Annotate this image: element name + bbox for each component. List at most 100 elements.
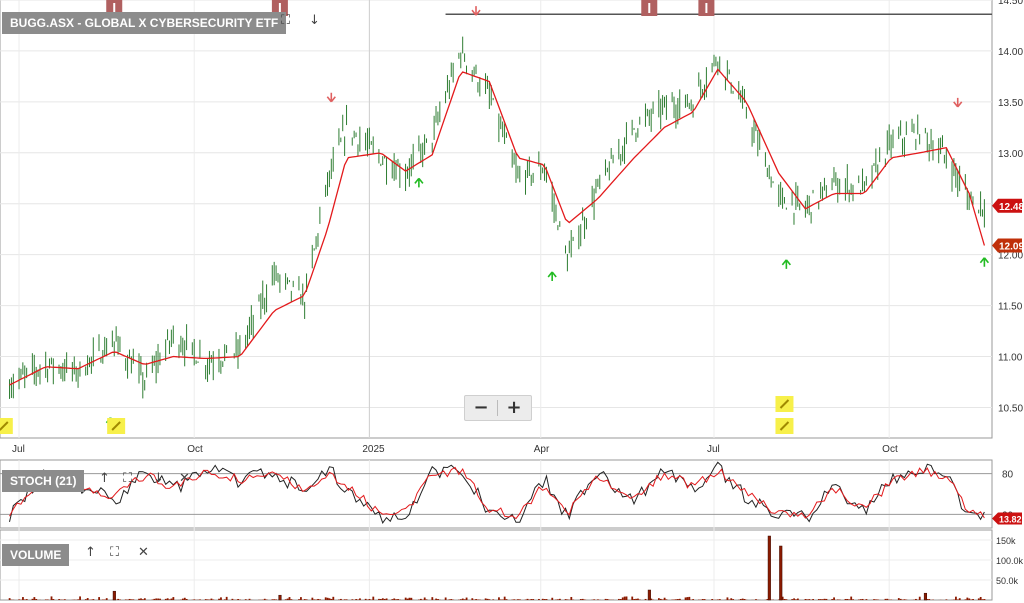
volume-bar: [677, 599, 679, 600]
volume-bar: [657, 598, 660, 600]
y-tick-label: 13.50: [998, 98, 1023, 109]
down-signal-arrow: [326, 92, 336, 103]
volume-bar: [391, 599, 394, 600]
volume-bar: [526, 598, 529, 600]
ma-price-tag: 12.09: [992, 238, 1024, 253]
y-tick-label: 10.50: [998, 403, 1023, 414]
volume-bar: [383, 598, 386, 600]
volume-bar: [86, 598, 89, 600]
volume-bar: [475, 599, 478, 600]
volume-bar: [471, 598, 474, 600]
volume-bar: [303, 599, 306, 600]
stoch-close-icon[interactable]: ✕: [179, 471, 190, 486]
volume-bar: [132, 599, 135, 600]
volume-bar: [817, 599, 820, 600]
volume-bar: [781, 596, 784, 600]
stoch-arrow-up-icon[interactable]: ↑: [99, 471, 110, 486]
y-tick-label: 12.00: [998, 251, 1023, 262]
volume-close-icon[interactable]: ✕: [138, 545, 149, 560]
volume-bar: [806, 599, 809, 600]
stoch-arrow-down-icon[interactable]: ↓: [153, 471, 164, 486]
x-tick-label: Jul: [12, 444, 25, 455]
zoom-divider: [497, 400, 498, 416]
volume-bar: [503, 596, 506, 600]
stoch-tag-text: 13.82: [999, 514, 1022, 524]
volume-bar: [823, 598, 826, 600]
pencil-icon: [779, 399, 790, 409]
up-signal-arrow: [547, 271, 557, 282]
zoom-control: − +: [464, 395, 532, 421]
volume-bar: [231, 598, 234, 600]
volume-bar: [477, 599, 479, 600]
volume-bar: [728, 599, 731, 600]
volume-bar: [956, 599, 959, 600]
volume-bar: [372, 596, 375, 600]
volume-bar: [686, 597, 689, 600]
volume-expand-icon[interactable]: ⛶: [110, 545, 120, 560]
volume-bar: [876, 599, 879, 600]
volume-bar: [812, 599, 815, 600]
stoch-expand-icon[interactable]: ⛶: [123, 471, 133, 486]
volume-bar: [623, 596, 626, 600]
volume-bar: [831, 599, 834, 600]
volume-spike-bar: [278, 594, 282, 601]
volume-bar: [397, 599, 399, 600]
price-tag-shape: [992, 198, 1022, 213]
volume-label[interactable]: VOLUME: [2, 544, 70, 566]
volume-bar: [730, 598, 733, 600]
price-bars: [9, 36, 985, 399]
arrow-down-icon[interactable]: ↓: [309, 13, 320, 28]
volume-bar: [739, 598, 742, 600]
volume-bar: [570, 596, 573, 600]
volume-bar: [703, 599, 706, 600]
volume-bar: [541, 598, 544, 600]
edit-marker: [775, 396, 794, 412]
volume-arrow-up-icon[interactable]: ↑: [85, 545, 96, 560]
volume-bar: [393, 598, 396, 600]
volume-bar: [319, 599, 321, 600]
volume-bar: [597, 599, 599, 600]
volume-bar: [513, 599, 516, 600]
y-tick-label: 11.00: [998, 353, 1023, 364]
volume-bar: [678, 598, 681, 600]
volume-plot-frame: [0, 529, 993, 601]
volume-bar: [972, 599, 974, 600]
price-tag-text: 12.09: [999, 241, 1024, 252]
volume-bar: [766, 599, 769, 600]
volume-bar: [408, 597, 411, 600]
volume-bar: [945, 599, 948, 600]
zoom-in-button[interactable]: +: [506, 397, 522, 418]
volume-bar: [44, 599, 47, 600]
volume-bar: [351, 599, 354, 600]
volume-bar: [404, 597, 407, 600]
volume-bar: [220, 597, 222, 600]
y-tick-label: 14.50: [998, 0, 1023, 7]
volume-bar: [484, 598, 487, 600]
volume-bar: [105, 598, 108, 600]
volume-bar: [530, 599, 533, 600]
volume-spike-bar: [923, 592, 928, 601]
edit-marker-box: [0, 418, 13, 434]
zoom-out-button[interactable]: −: [473, 397, 489, 418]
volume-bar: [153, 598, 156, 600]
volume-bar: [143, 598, 146, 600]
volume-bar: [170, 598, 173, 600]
volume-chart: 50.0k 100.0k 150k: [0, 535, 1024, 601]
stoch-plot-frame: [0, 459, 993, 529]
stoch-label[interactable]: STOCH (21): [2, 470, 85, 492]
volume-bar: [465, 597, 468, 600]
volume-bar: [918, 596, 921, 600]
volume-bar: [606, 599, 609, 600]
volume-bar: [928, 599, 931, 600]
x-tick-label: Oct: [187, 444, 203, 455]
volume-bar: [701, 599, 704, 600]
volume-bar: [410, 597, 413, 600]
volume-bar: [183, 597, 186, 600]
volume-bar: [380, 598, 382, 600]
volume-bar: [873, 599, 875, 600]
chart-title[interactable]: BUGG.ASX - GLOBAL X CYBERSECURITY ETF: [2, 12, 287, 34]
expand-icon[interactable]: ⛶: [281, 13, 291, 28]
volume-bar: [355, 599, 358, 600]
volume-bar: [743, 598, 746, 600]
volume-bar: [128, 598, 131, 600]
